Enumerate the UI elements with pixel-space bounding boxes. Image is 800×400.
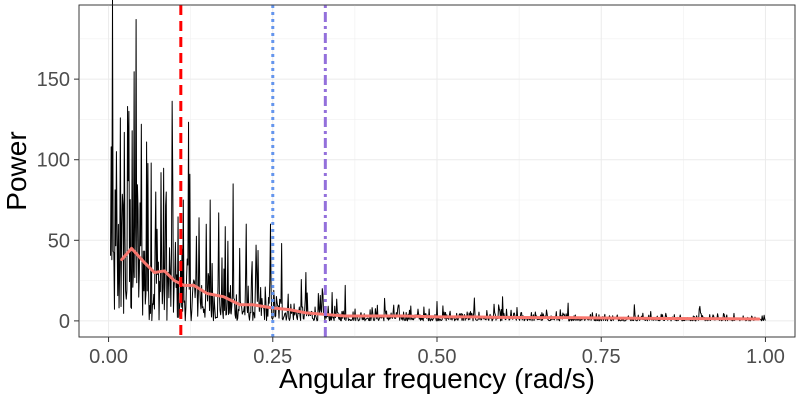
y-axis-title: Power	[1, 131, 32, 210]
y-tick-label: 0	[59, 311, 70, 333]
y-tick-label: 100	[37, 150, 70, 172]
x-tick-label: 1.00	[746, 346, 785, 368]
x-tick-label: 0.00	[89, 346, 128, 368]
smoothed-series-line	[120, 246, 761, 321]
x-axis-ticks: 0.00 0.25 0.50 0.75 1.00	[89, 337, 785, 368]
data-layer	[110, 0, 766, 322]
x-axis-title: Angular frequency (rad/s)	[279, 363, 595, 394]
x-tick-label: 0.25	[253, 346, 292, 368]
y-tick-label: 150	[37, 69, 70, 91]
x-tick-label: 0.50	[418, 346, 457, 368]
y-axis-ticks: 0 50 100 150	[37, 69, 79, 333]
y-tick-label: 50	[48, 230, 70, 252]
reference-lines	[179, 5, 327, 337]
x-tick-label: 0.75	[582, 346, 621, 368]
